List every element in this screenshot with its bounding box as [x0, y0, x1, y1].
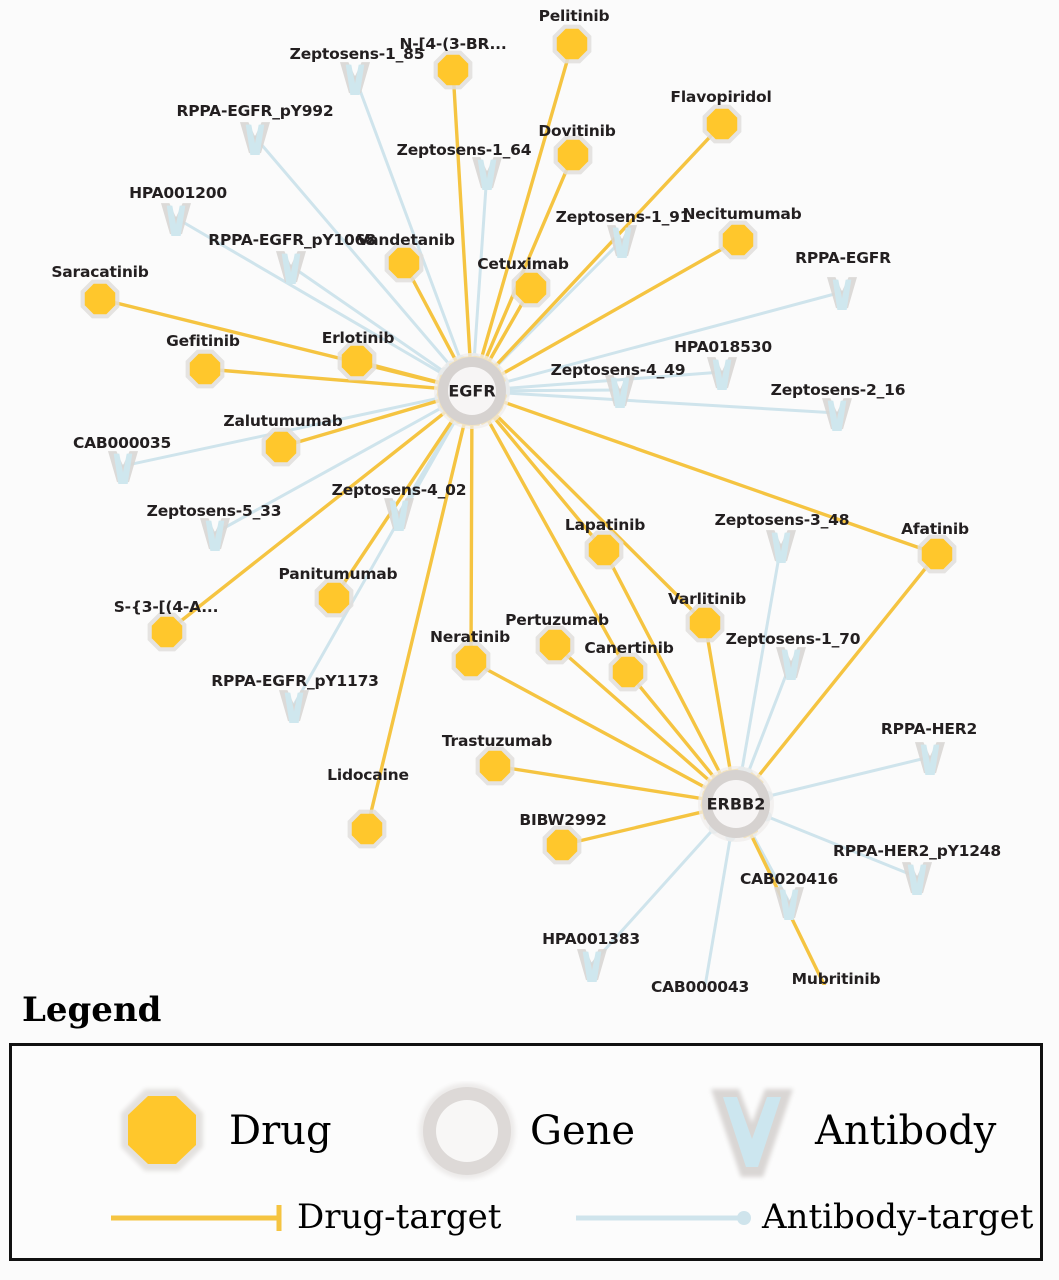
antibody-node[interactable] [384, 498, 414, 531]
drug-node[interactable] [147, 612, 187, 652]
antibody-node[interactable] [707, 357, 737, 390]
gene-node[interactable] [698, 766, 774, 842]
drug-node[interactable] [337, 341, 377, 381]
drug-node[interactable] [185, 349, 225, 389]
drug-node[interactable] [917, 534, 957, 574]
edge-antibody-target[interactable] [469, 170, 489, 364]
gene-label: ERBB2 [706, 794, 766, 814]
drug-node[interactable] [552, 24, 592, 64]
edge-drug-target[interactable] [560, 803, 708, 847]
antibody-node[interactable] [776, 647, 806, 680]
antibody-node[interactable] [822, 398, 852, 431]
antibody-target-edge-icon [576, 1211, 751, 1225]
legend-antibody-label: Antibody [815, 1108, 997, 1154]
antibody-node[interactable] [340, 62, 370, 95]
edge-drug-target[interactable] [499, 394, 939, 556]
network-canvas: Zeptosens-1_85 RPPA-EGFR_pY992 Zeptosens-1… [51, 7, 1002, 996]
nodes-layer [80, 24, 957, 982]
edge-antibody-target[interactable] [762, 755, 932, 802]
network-graph [80, 24, 957, 985]
antibody-node[interactable] [774, 887, 804, 920]
gene-icon [419, 1083, 515, 1179]
edge-antibody-target[interactable] [761, 811, 919, 879]
legend-antibody-target-label: Antibody-target [762, 1197, 1034, 1237]
drug-node[interactable] [347, 809, 387, 849]
antibody-node[interactable] [161, 203, 191, 236]
gene-node[interactable] [434, 353, 510, 429]
antibody-node[interactable] [902, 862, 932, 895]
antibody-node[interactable] [279, 690, 309, 723]
drug-node[interactable] [542, 825, 582, 865]
edge-drug-target[interactable] [451, 68, 479, 361]
drug-node[interactable] [584, 530, 624, 570]
antibody-node[interactable] [915, 742, 945, 775]
edge-antibody-target[interactable] [701, 831, 736, 985]
legend-antibody-item: Antibody [697, 1081, 996, 1195]
drug-node[interactable] [80, 279, 120, 319]
edges-layer [98, 42, 939, 985]
edge-drug-target[interactable] [495, 238, 740, 383]
legend-antibody-target-item: Antibody-target [572, 1197, 1033, 1239]
gene-label: EGFR [448, 381, 496, 401]
drug-node[interactable] [475, 746, 515, 786]
legend-drug-target-label: Drug-target [297, 1197, 502, 1237]
legend-title: Legend [22, 990, 162, 1030]
antibody-node[interactable] [200, 518, 230, 551]
antibody-node[interactable] [240, 122, 270, 155]
drug-node[interactable] [314, 578, 354, 618]
legend-gene-label: Gene [530, 1108, 636, 1154]
drug-node[interactable] [553, 135, 593, 175]
legend-drug-target-item: Drug-target [107, 1197, 501, 1239]
drug-icon [121, 1089, 203, 1171]
edge-drug-target[interactable] [463, 422, 481, 663]
drug-target-edge-icon [111, 1205, 282, 1231]
antibody-node[interactable] [827, 277, 857, 310]
antibody-node[interactable] [766, 530, 796, 563]
antibody-node[interactable] [276, 251, 306, 284]
legend-drug-label: Drug [229, 1108, 332, 1154]
antibody-node[interactable] [472, 157, 502, 190]
edge-drug-target[interactable] [489, 407, 707, 625]
legend-box: Drug Gene Antibody Drug-target [9, 1043, 1043, 1261]
drug-node[interactable] [451, 641, 491, 681]
drug-node[interactable] [384, 243, 424, 283]
drug-node[interactable] [433, 50, 473, 90]
legend-drug-item: Drug [107, 1081, 332, 1195]
antibody-node[interactable] [605, 375, 635, 408]
legend: Legend Drug Gene Antibody [0, 985, 1059, 1280]
drug-node[interactable] [685, 603, 725, 643]
antibody-node[interactable] [108, 451, 138, 484]
drug-node[interactable] [702, 104, 742, 144]
edge-antibody-target[interactable] [292, 414, 461, 707]
drug-node[interactable] [608, 652, 648, 692]
drug-node[interactable] [718, 220, 758, 260]
edge-antibody-target[interactable] [590, 823, 720, 966]
legend-gene-item: Gene [412, 1081, 635, 1195]
edge-drug-target[interactable] [749, 552, 939, 785]
antibody-icon [711, 1089, 793, 1177]
antibody-node[interactable] [577, 949, 607, 982]
edge-drug-target[interactable] [473, 42, 574, 363]
drug-node[interactable] [535, 625, 575, 665]
drug-node[interactable] [261, 427, 301, 467]
edge-drug-target[interactable] [626, 670, 722, 785]
antibody-node[interactable] [607, 225, 637, 258]
drug-node[interactable] [511, 268, 551, 308]
